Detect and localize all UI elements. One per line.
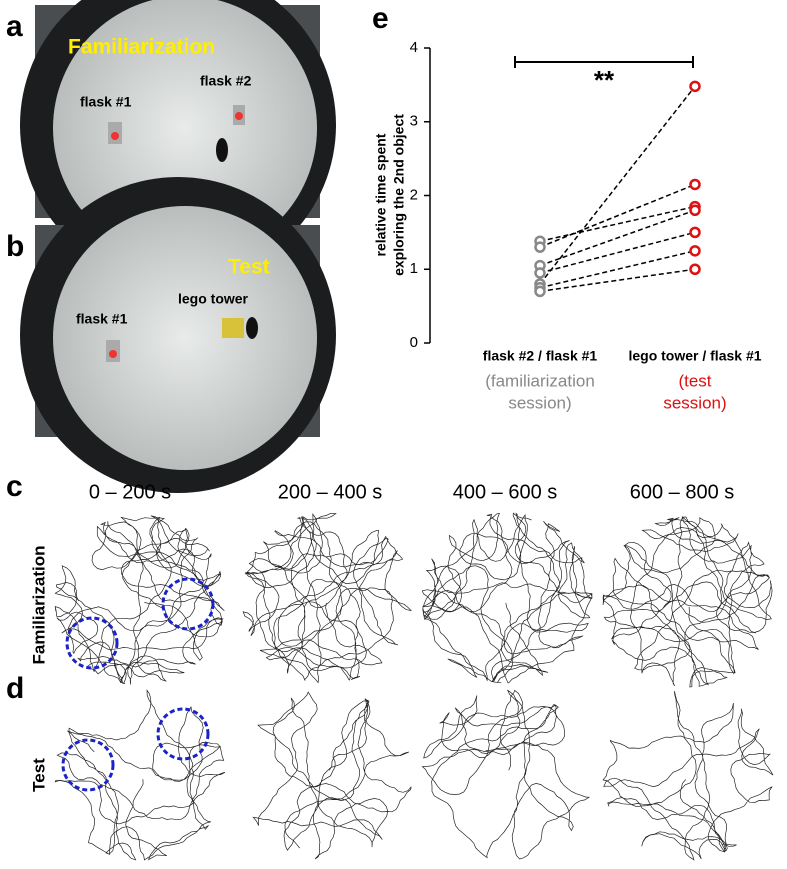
trajectory <box>252 691 412 860</box>
photo-title: Familiarization <box>68 36 215 59</box>
data-point <box>534 285 546 298</box>
data-point <box>534 241 546 253</box>
panel-letter: b <box>6 230 24 263</box>
significance-bracket <box>514 56 694 68</box>
flask-mark <box>111 132 119 140</box>
object-label: flask #1 <box>76 311 128 327</box>
time-bin: 400 – 600 s <box>453 481 558 503</box>
panel-letter: d <box>6 672 24 705</box>
x-sublabel: (familiarization <box>485 371 595 390</box>
pair-line <box>539 183 696 248</box>
flask-mark <box>235 112 243 120</box>
object-zone <box>61 738 115 792</box>
trajectory <box>602 691 774 861</box>
lego-tower <box>222 318 244 338</box>
row-label: Familiarization <box>29 545 48 664</box>
data-point <box>689 204 701 216</box>
trajectory <box>242 512 413 684</box>
pair-line <box>539 250 696 289</box>
pair-line <box>539 205 696 242</box>
row-label: Test <box>29 758 48 792</box>
pair-line <box>539 268 696 293</box>
photo-b <box>20 177 336 493</box>
data-point <box>534 267 546 279</box>
y-tick-label: 0 <box>410 334 418 351</box>
object-label: flask #1 <box>80 94 132 110</box>
object-zone <box>65 616 119 670</box>
y-tick-label: 1 <box>410 260 418 277</box>
trajectories <box>54 512 774 861</box>
x-sublabel: (test <box>678 371 711 390</box>
mouse <box>246 317 258 339</box>
arena-floor <box>53 206 317 470</box>
trajectory <box>421 689 591 860</box>
y-axis-label: exploring the 2nd object <box>391 114 407 276</box>
y-axis-label: relative time spent <box>373 133 389 256</box>
object-zone <box>161 577 215 631</box>
time-bin: 600 – 800 s <box>630 481 735 503</box>
mouse <box>216 138 228 162</box>
data-point <box>689 178 701 191</box>
pair-line <box>539 85 696 285</box>
trajectory <box>421 512 593 684</box>
object-label: lego tower <box>178 291 249 307</box>
time-bin: 200 – 400 s <box>278 481 383 503</box>
significance: ** <box>594 65 615 95</box>
panel-letter: c <box>6 470 23 503</box>
data-point <box>689 263 701 275</box>
data-point <box>689 245 701 257</box>
data-point <box>689 226 701 239</box>
data-point <box>689 80 701 93</box>
y-tick-label: 4 <box>410 39 418 56</box>
panel-letter: e <box>372 2 389 35</box>
object-label: flask #2 <box>200 73 252 89</box>
panel-letter: a <box>6 10 23 43</box>
chart: 0 1 2 3 4 relative time spent exploring the 2n… <box>373 39 762 413</box>
x-sublabel: session) <box>663 393 726 412</box>
object-zone <box>156 707 210 761</box>
trajectory <box>54 689 226 861</box>
y-tick-label: 3 <box>410 113 418 130</box>
x-sublabel: session) <box>508 393 571 412</box>
flask-mark <box>109 350 117 358</box>
pair-line <box>539 231 696 274</box>
pair-line <box>539 209 696 267</box>
photo-title: Test <box>228 256 270 279</box>
y-tick-label: 2 <box>410 186 418 203</box>
time-bin: 0 – 200 s <box>89 481 171 503</box>
x-tick-label: flask #2 / flask #1 <box>483 348 598 364</box>
trajectory <box>54 515 225 685</box>
trajectory <box>602 515 773 688</box>
x-tick-label: lego tower / flask #1 <box>628 348 761 364</box>
